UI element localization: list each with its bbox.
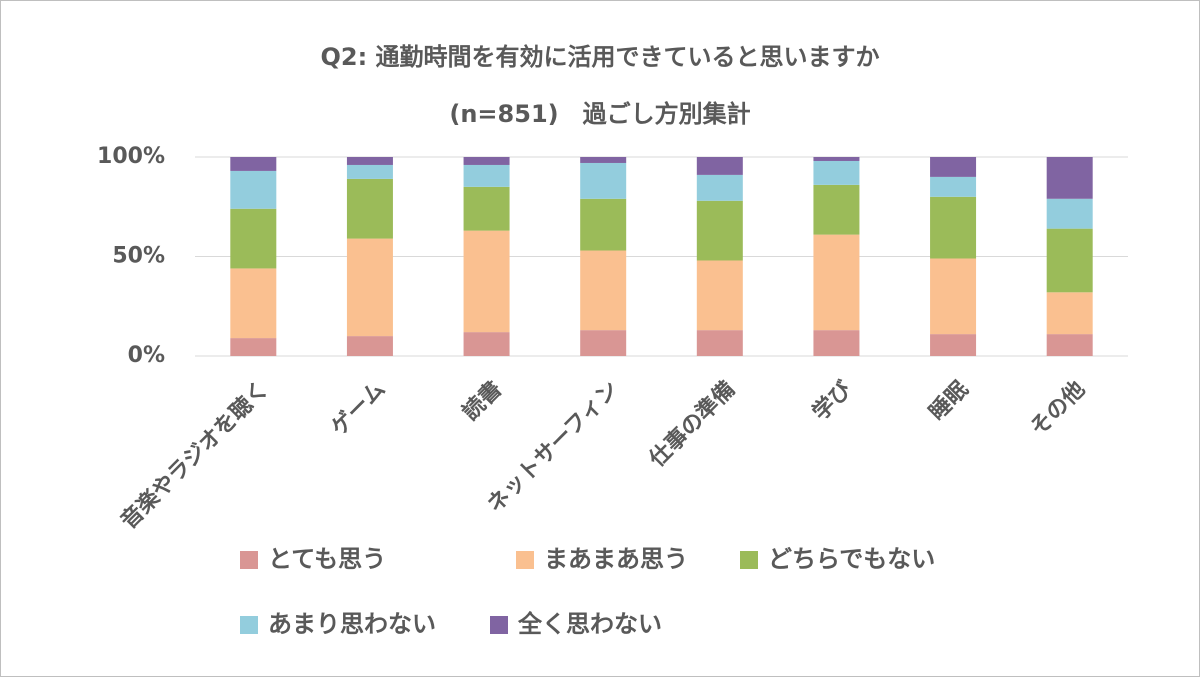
legend-swatch xyxy=(516,551,534,569)
bar-segment xyxy=(346,157,393,165)
chart-subtitle: (n=851) 過ごし方別集計 xyxy=(449,100,750,128)
bar-segment xyxy=(463,186,510,231)
bar-segment xyxy=(346,238,393,337)
bar-segment xyxy=(463,332,510,356)
bar-segment xyxy=(696,330,743,356)
y-tick-label: 50% xyxy=(112,244,165,269)
y-tick-label: 100% xyxy=(97,144,165,169)
legend-label: 全く思わない xyxy=(517,610,662,638)
bar-segment xyxy=(696,200,743,261)
legend-swatch xyxy=(240,616,258,634)
bar-segment xyxy=(696,157,743,175)
bar-segment xyxy=(580,250,627,331)
bar-segment xyxy=(930,334,977,356)
legend-label: あまり思わない xyxy=(268,610,436,638)
bar-segment xyxy=(580,157,627,163)
bar-segment xyxy=(813,234,860,331)
bar-segment xyxy=(813,184,860,235)
bar-segment xyxy=(463,157,510,165)
bar-segment xyxy=(580,162,627,199)
bar-segment xyxy=(580,198,627,251)
legend-label: どちらでもない xyxy=(768,545,935,573)
bar-segment xyxy=(930,258,977,335)
bar-segment xyxy=(930,157,977,177)
legend-swatch xyxy=(490,616,508,634)
bar-segment xyxy=(930,196,977,259)
chart-title: Q2: 通勤時間を有効に活用できていると思いますか xyxy=(320,43,879,71)
legend-swatch xyxy=(240,551,258,569)
bar-segment xyxy=(230,268,277,339)
bar-segment xyxy=(813,157,860,161)
bar-segment xyxy=(463,164,510,187)
bar-segment xyxy=(1046,334,1093,356)
bar-segment xyxy=(1046,157,1093,199)
bar-segment xyxy=(346,336,393,356)
bar-segment xyxy=(1046,198,1093,229)
y-tick-label: 0% xyxy=(128,343,165,368)
bar-segment xyxy=(230,338,277,356)
bar-segment xyxy=(230,208,277,269)
legend-label: まあまあ思う xyxy=(544,545,688,573)
legend-swatch xyxy=(740,551,758,569)
bar-segment xyxy=(696,260,743,331)
bar-segment xyxy=(346,164,393,179)
bar-segment xyxy=(1046,292,1093,335)
bar-segment xyxy=(230,157,277,171)
bar-segment xyxy=(930,176,977,197)
bar-segment xyxy=(346,178,393,239)
bar-segment xyxy=(696,174,743,201)
bar-segment xyxy=(813,160,860,185)
bar-segment xyxy=(813,330,860,356)
bar-segment xyxy=(1046,228,1093,293)
bar-segment xyxy=(230,170,277,209)
bar-segment xyxy=(580,330,627,356)
legend-label: とても思う xyxy=(268,545,386,573)
bar-segment xyxy=(463,230,510,333)
